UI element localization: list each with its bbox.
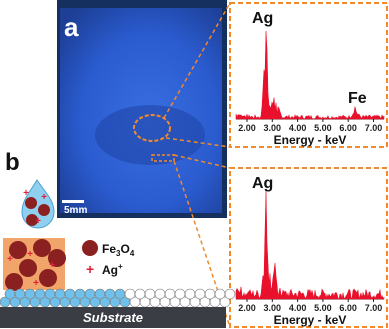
bead (4, 288, 16, 300)
ion: + (27, 249, 33, 260)
bead (154, 288, 166, 300)
particle (39, 269, 57, 287)
x-axis-label: Energy - keV (274, 313, 347, 327)
panel-label: a (64, 12, 79, 42)
bead (44, 288, 56, 300)
x-tick-label: 7.00 (365, 123, 383, 133)
bead (174, 288, 186, 300)
particle (5, 273, 23, 291)
x-tick-label: 2.00 (238, 303, 256, 313)
particle (19, 259, 37, 277)
legend-particle (82, 240, 98, 256)
bead (104, 288, 116, 300)
peak-label: Ag (252, 10, 273, 27)
ion: + (33, 278, 39, 289)
bead (94, 288, 106, 300)
ion: + (41, 192, 47, 203)
particle (48, 249, 66, 267)
particle (25, 197, 37, 209)
spectrum (235, 189, 385, 300)
bead (204, 288, 216, 300)
ion: + (35, 216, 41, 227)
ion: + (23, 188, 29, 199)
panel-label: b (5, 149, 20, 176)
particle (26, 214, 38, 226)
bead (124, 288, 136, 300)
particle (38, 204, 50, 216)
bead (64, 288, 76, 300)
legend-text: Fe3O4 (102, 242, 135, 258)
x-tick-label: 2.00 (238, 123, 256, 133)
particle (33, 239, 51, 257)
bead (134, 288, 146, 300)
ion: + (49, 260, 55, 271)
x-tick-label: 4.00 (289, 123, 307, 133)
bead (224, 288, 236, 300)
bead (114, 288, 126, 300)
bead (34, 288, 46, 300)
bead (84, 288, 96, 300)
peak-label: Fe (348, 90, 367, 107)
bead (214, 288, 226, 300)
spectra: 2.00 3.00 4.00 5.00 6.00 7.00 Energy - keV Ag Fe… (229, 2, 388, 328)
region-circle (133, 114, 171, 142)
scale-bar (62, 200, 84, 203)
bead (24, 288, 36, 300)
x-tick-label: 5.00 (314, 123, 332, 133)
particles: + + + + + + + (5, 188, 66, 291)
x-tick-label: 6.00 (339, 123, 357, 133)
connectors (163, 2, 231, 328)
spectrum (235, 30, 385, 120)
scale-text: 5mm (64, 205, 87, 216)
bead (164, 288, 176, 300)
legend-text: Ag+ (102, 262, 123, 277)
legend-plus: + (86, 261, 94, 277)
bead (194, 288, 206, 300)
x-tick-label: 5.00 (314, 303, 332, 313)
substrate (0, 307, 226, 328)
stain (95, 105, 205, 165)
x-tick-label: 6.00 (339, 303, 357, 313)
x-tick-label: 3.00 (264, 123, 282, 133)
bead (144, 288, 156, 300)
bead (14, 288, 26, 300)
bead (184, 288, 196, 300)
spectrum-box (229, 167, 388, 328)
x-tick-label: 4.00 (289, 303, 307, 313)
peak-label: Ag (252, 175, 273, 192)
ion: + (7, 254, 13, 265)
spectrum-box (229, 2, 388, 148)
x-axis-label: Energy - keV (274, 133, 347, 147)
bead (54, 288, 66, 300)
substrate-label: Substrate (83, 310, 143, 325)
region-rect (151, 154, 175, 162)
bead (74, 288, 86, 300)
particle (9, 241, 27, 259)
x-tick-label: 7.00 (365, 303, 383, 313)
x-tick-label: 3.00 (264, 303, 282, 313)
layer (0, 288, 236, 308)
